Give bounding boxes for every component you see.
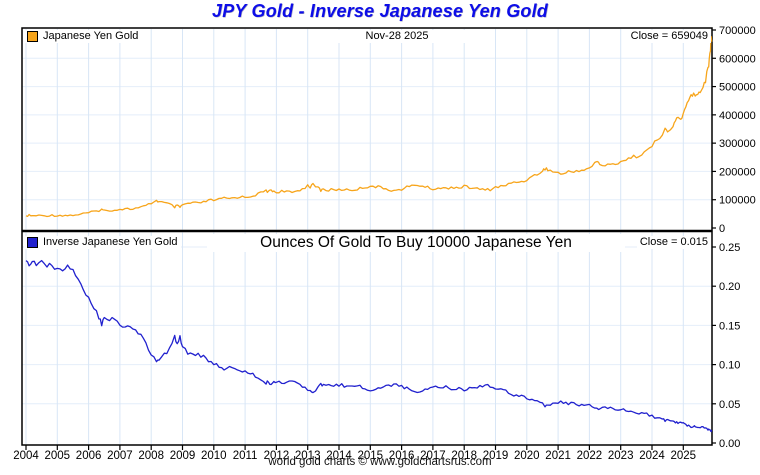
x-tick-label: 2008 (138, 450, 164, 462)
x-tick-label: 2018 (451, 450, 477, 462)
x-tick-label: 2014 (326, 450, 352, 462)
inverse-close-value: Close = 0.015 (636, 236, 711, 249)
x-tick-label: 2021 (545, 450, 571, 462)
x-tick-label: 2019 (483, 450, 509, 462)
y-tick-label: 0.20 (719, 281, 740, 293)
x-tick-label: 2022 (577, 450, 603, 462)
y-tick-label: 0 (719, 223, 725, 235)
x-tick-label: 2025 (671, 450, 697, 462)
last-date-label: Nov-28 2025 (327, 30, 467, 43)
y-tick-label: 0.25 (719, 242, 740, 254)
y-tick-label: 0.05 (719, 399, 740, 411)
y-tick-label: 400000 (719, 110, 756, 122)
x-tick-label: 2005 (45, 450, 71, 462)
x-tick-label: 2023 (608, 450, 634, 462)
y-tick-label: 100000 (719, 195, 756, 207)
inverse-gold-line (25, 259, 713, 433)
gold-price-line (25, 35, 713, 218)
y-tick-label: 0.15 (719, 320, 740, 332)
gold-close-value: Close = 659049 (627, 30, 711, 43)
inverse-legend-swatch-icon (27, 237, 38, 248)
panel2-subtitle: Ounces Of Gold To Buy 10000 Japanese Yen (207, 234, 625, 252)
x-tick-label: 2016 (389, 450, 415, 462)
y-tick-label: 0.10 (719, 360, 740, 372)
x-tick-label: 2009 (170, 450, 196, 462)
y-tick-label: 700000 (719, 25, 756, 37)
x-tick-label: 2015 (358, 450, 384, 462)
x-tick-label: 2012 (264, 450, 290, 462)
x-tick-label: 2004 (13, 450, 39, 462)
y-tick-label: 600000 (719, 53, 756, 65)
gold-legend-swatch-icon (27, 31, 38, 42)
x-tick-label: 2006 (76, 450, 102, 462)
x-tick-label: 2010 (201, 450, 227, 462)
inverse-legend: Inverse Japanese Yen Gold (24, 236, 181, 249)
x-tick-label: 2017 (420, 450, 446, 462)
x-tick-label: 2013 (295, 450, 321, 462)
gold-legend: Japanese Yen Gold (24, 30, 142, 43)
x-tick-label: 2011 (233, 450, 258, 462)
source-attribution: world gold charts © www.goldchartsrus.co… (268, 456, 492, 468)
panel-border (21, 230, 713, 446)
y-tick-label: 300000 (719, 138, 756, 150)
x-tick-label: 2024 (639, 450, 665, 462)
chart-title: JPY Gold - Inverse Japanese Yen Gold (212, 1, 548, 21)
panel-border (21, 27, 713, 232)
y-tick-label: 200000 (719, 166, 756, 178)
y-tick-label: 0.00 (719, 438, 740, 450)
inverse-legend-label: Inverse Japanese Yen Gold (43, 236, 178, 248)
y-tick-label: 500000 (719, 82, 756, 94)
x-tick-label: 2020 (514, 450, 540, 462)
x-tick-label: 2007 (107, 450, 133, 462)
gold-legend-label: Japanese Yen Gold (43, 30, 139, 42)
